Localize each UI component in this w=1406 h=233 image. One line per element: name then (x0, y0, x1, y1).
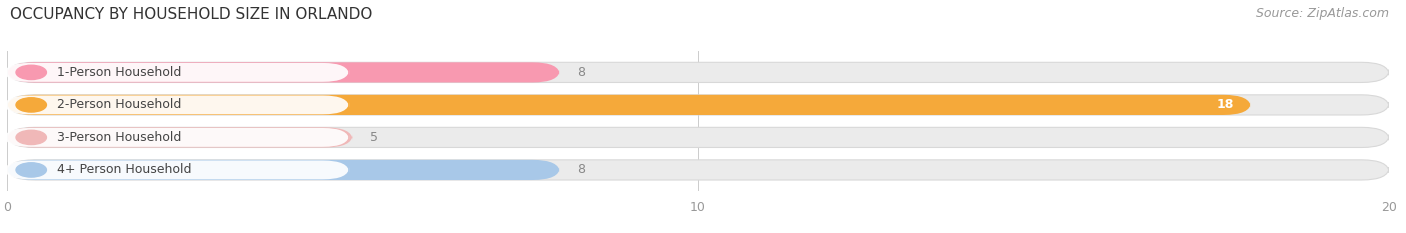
FancyBboxPatch shape (4, 128, 349, 147)
FancyBboxPatch shape (7, 62, 1389, 82)
FancyBboxPatch shape (7, 127, 1389, 147)
Text: 4+ Person Household: 4+ Person Household (56, 163, 191, 176)
FancyBboxPatch shape (4, 161, 349, 179)
FancyBboxPatch shape (7, 95, 1251, 115)
Text: 18: 18 (1216, 98, 1233, 111)
Text: 3-Person Household: 3-Person Household (56, 131, 181, 144)
FancyBboxPatch shape (4, 96, 349, 114)
FancyBboxPatch shape (7, 127, 353, 147)
Circle shape (15, 65, 46, 79)
Text: OCCUPANCY BY HOUSEHOLD SIZE IN ORLANDO: OCCUPANCY BY HOUSEHOLD SIZE IN ORLANDO (10, 7, 373, 22)
FancyBboxPatch shape (7, 62, 560, 82)
Text: 2-Person Household: 2-Person Household (56, 98, 181, 111)
Text: 8: 8 (576, 163, 585, 176)
FancyBboxPatch shape (4, 63, 349, 82)
Circle shape (15, 98, 46, 112)
Text: 8: 8 (576, 66, 585, 79)
Text: 1-Person Household: 1-Person Household (56, 66, 181, 79)
FancyBboxPatch shape (7, 160, 560, 180)
FancyBboxPatch shape (7, 160, 1389, 180)
Circle shape (15, 130, 46, 144)
Circle shape (15, 163, 46, 177)
Text: Source: ZipAtlas.com: Source: ZipAtlas.com (1256, 7, 1389, 20)
FancyBboxPatch shape (7, 95, 1389, 115)
Text: 5: 5 (370, 131, 378, 144)
